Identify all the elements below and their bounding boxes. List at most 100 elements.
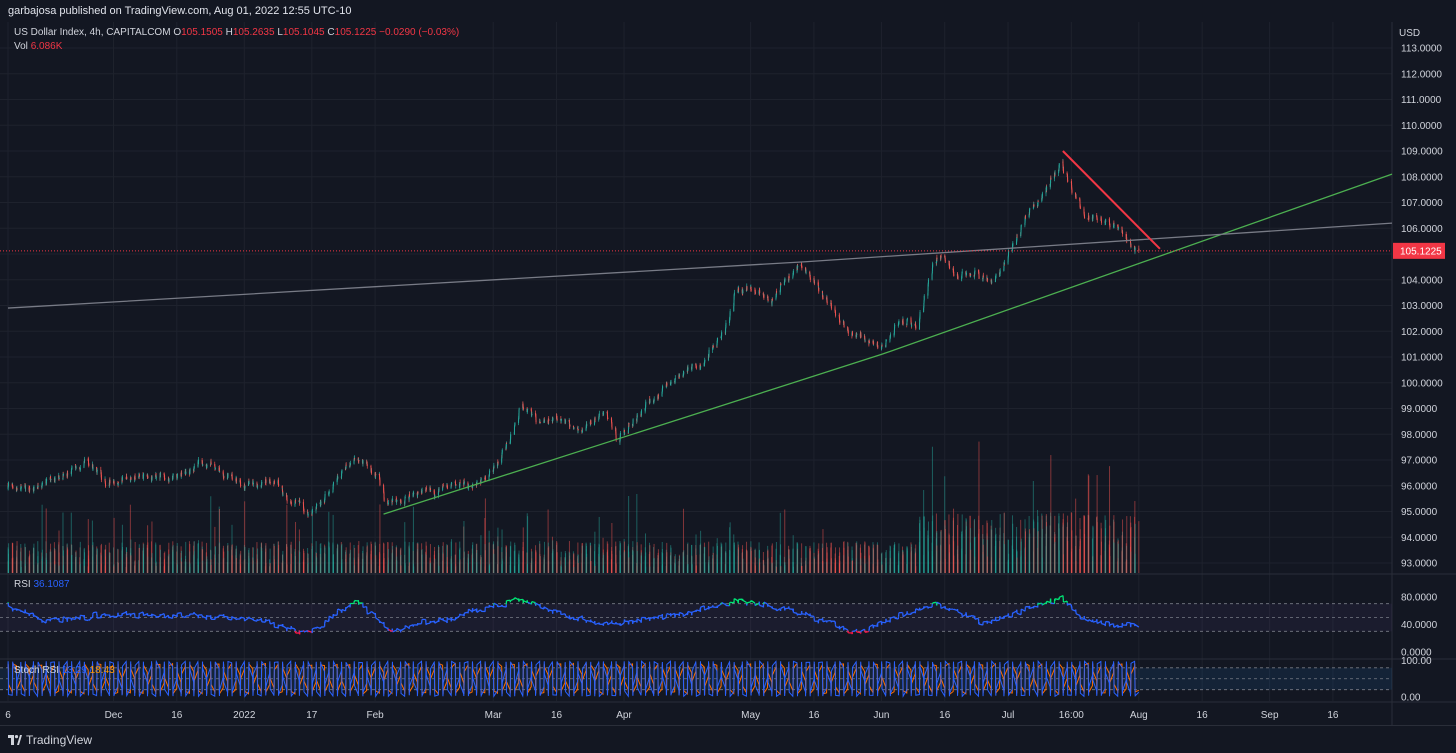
- volume-bar: [214, 545, 216, 573]
- volume-bar: [868, 555, 870, 573]
- volume-bar: [84, 552, 86, 573]
- chart-canvas[interactable]: USD113.0000112.0000111.0000110.0000109.0…: [0, 22, 1456, 725]
- candle-body: [953, 273, 955, 277]
- volume-bar: [729, 522, 731, 573]
- volume-bar: [1071, 530, 1073, 573]
- candle-body: [463, 482, 465, 484]
- candle-body: [1020, 225, 1022, 230]
- candle-body: [649, 400, 651, 402]
- volume-bar: [1041, 528, 1043, 573]
- volume-bar: [611, 553, 613, 573]
- candle-body: [33, 487, 35, 489]
- candle-body: [58, 478, 60, 479]
- volume-bar: [244, 501, 246, 573]
- volume-bar: [117, 562, 119, 573]
- candle-body: [105, 485, 107, 486]
- volume-bar: [843, 541, 845, 573]
- volume-bar: [129, 504, 131, 573]
- volume-bar: [54, 564, 56, 573]
- candle-body: [1092, 215, 1094, 217]
- candle-body: [898, 321, 900, 323]
- volume-bar: [400, 555, 402, 573]
- volume-bar: [1075, 535, 1077, 573]
- candle-body: [1007, 256, 1009, 259]
- candle-body: [999, 270, 1001, 274]
- candle-body: [493, 465, 495, 469]
- rsi-segment: [37, 618, 42, 621]
- rsi-segment: [25, 612, 30, 615]
- candle-body: [164, 478, 166, 480]
- candle-body: [1109, 225, 1111, 228]
- volume-bar: [332, 514, 334, 573]
- volume-bar: [691, 564, 693, 573]
- candle-body: [113, 481, 115, 484]
- volume-bar: [809, 547, 811, 573]
- trendlines[interactable]: [7, 150, 1393, 515]
- candle-body: [653, 399, 655, 401]
- candle-body: [767, 299, 769, 302]
- candle-body: [1058, 163, 1060, 168]
- candle-body: [759, 290, 761, 293]
- gray-trendline: [7, 222, 1393, 309]
- candle-body: [1105, 219, 1107, 222]
- volume-bar: [488, 542, 490, 573]
- volume-bar: [413, 566, 415, 573]
- candle-body: [949, 265, 951, 269]
- volume-bar: [881, 552, 883, 573]
- candle-body: [501, 458, 503, 463]
- volume-bar: [147, 542, 149, 573]
- volume-bar: [683, 550, 685, 573]
- candle-body: [518, 412, 520, 417]
- candle-body: [383, 497, 385, 501]
- volume-bar: [1058, 550, 1060, 573]
- candle-body: [1008, 250, 1010, 253]
- volume-bar: [852, 561, 854, 573]
- volume-bar: [708, 556, 710, 573]
- volume-bar: [792, 535, 794, 573]
- candle-body: [206, 464, 208, 466]
- candle-body: [201, 462, 203, 465]
- candle-body: [611, 423, 613, 428]
- candle-body: [539, 422, 541, 424]
- volume-bar: [324, 554, 326, 573]
- candle-body: [940, 256, 942, 258]
- volume-bar: [341, 559, 343, 573]
- candle-body: [505, 443, 507, 447]
- candle-body: [244, 485, 246, 489]
- candle-body: [1134, 248, 1136, 250]
- candle-body: [433, 493, 435, 495]
- candle-body: [126, 476, 128, 478]
- volume-bar: [269, 548, 271, 573]
- candle-body: [324, 494, 326, 496]
- volume-bar: [797, 543, 799, 573]
- volume-bar: [953, 555, 955, 573]
- rsi-segment: [16, 608, 21, 612]
- volume-bar: [539, 556, 541, 573]
- volume-bar: [603, 554, 605, 573]
- candle-body: [1071, 182, 1073, 186]
- volume-bar: [75, 556, 77, 573]
- candle-body: [104, 478, 106, 482]
- candle-body: [1067, 179, 1069, 182]
- candle-body: [261, 481, 263, 483]
- candle-body: [214, 463, 216, 467]
- candle-body: [552, 418, 554, 420]
- volume-bar: [594, 565, 596, 573]
- volume-bar: [657, 549, 659, 573]
- volume-bar: [273, 559, 275, 573]
- candle-body: [944, 258, 946, 261]
- volume-bar: [493, 553, 495, 573]
- candle-body: [1100, 221, 1102, 223]
- volume-bar: [611, 522, 613, 573]
- volume-bar: [58, 552, 60, 573]
- volume-bar: [953, 508, 955, 573]
- candle-body: [117, 482, 119, 484]
- volume-bar: [965, 526, 967, 573]
- candle-body: [7, 485, 9, 487]
- volume-bar: [506, 546, 508, 573]
- volume-bar: [193, 541, 195, 573]
- volume-bar: [20, 566, 22, 573]
- volume-bar: [978, 441, 980, 573]
- volume-bar: [1105, 519, 1107, 573]
- candle-body: [408, 496, 410, 499]
